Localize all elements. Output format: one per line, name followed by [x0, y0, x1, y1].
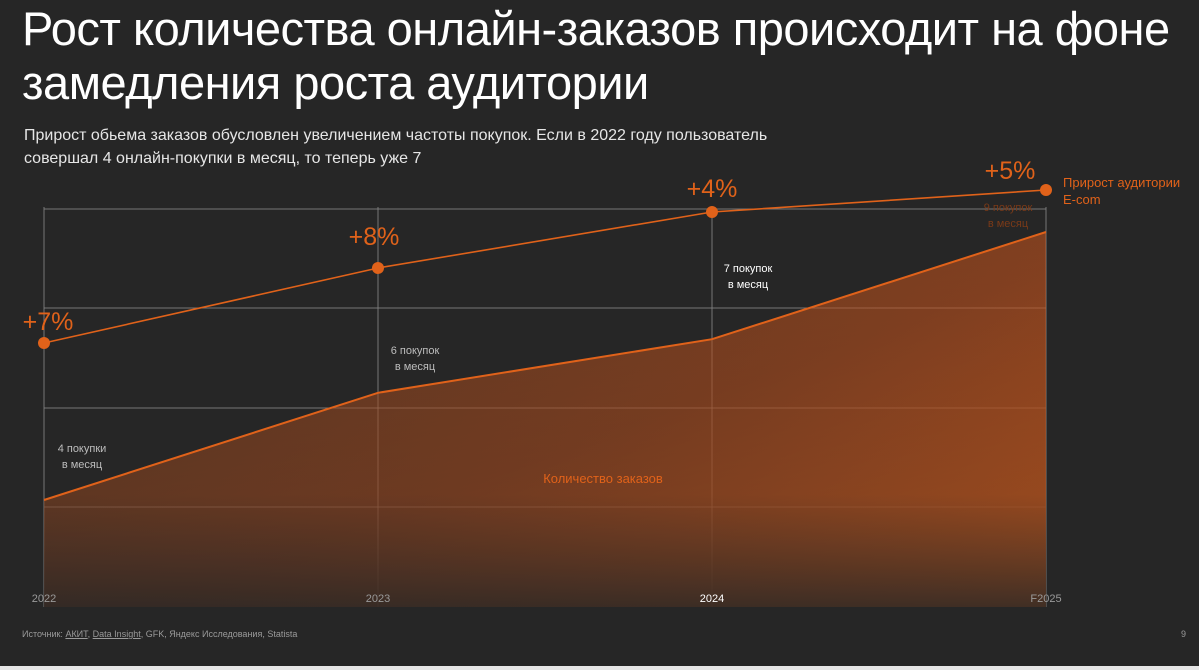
audience-point — [1040, 184, 1052, 196]
source-link-akit[interactable]: АКИТ — [65, 629, 88, 639]
orders-area-label: Количество заказов — [543, 471, 663, 486]
orders-line — [43, 231, 1047, 501]
source-link-data-insight[interactable]: Data Insight — [92, 629, 141, 639]
page-subtitle: Прирост обьема заказов обусловлен увелич… — [24, 127, 768, 167]
source-footnote: Источник: АКИТ, Data Insight, GFK, Яндек… — [22, 629, 297, 639]
audience-series-label: Прирост аудитории — [1063, 175, 1180, 190]
orders-area-fade — [44, 232, 1046, 607]
x-tick-label: 2023 — [366, 593, 390, 605]
orders-point-label: 6 покупок в месяц — [391, 345, 440, 373]
audience-line — [43, 189, 1047, 344]
x-tick-label: 2024 — [700, 593, 724, 605]
audience-point-label: +5% — [985, 157, 1036, 185]
audience-point — [706, 206, 718, 218]
audience-point-label: +7% — [23, 308, 74, 336]
page-number: 9 — [1181, 629, 1187, 639]
bottom-edge — [0, 666, 1199, 670]
x-tick-label: 2022 — [32, 593, 56, 605]
source-prefix: Источник: — [22, 629, 66, 639]
source-separator: , — [87, 629, 93, 639]
x-tick-label: F2025 — [1030, 593, 1061, 605]
audience-point — [372, 262, 384, 274]
source-rest: , GFK, Яндекс Исследования, Statista — [140, 629, 298, 639]
audience-series-label: E-com — [1063, 192, 1101, 207]
audience-point-label: +4% — [687, 175, 738, 203]
page-title: Рост количества онлайн-заказов происходи… — [22, 2, 1170, 109]
orders-point-label: 7 покупок в месяц — [724, 263, 773, 291]
audience-point — [38, 337, 50, 349]
audience-point-label: +8% — [349, 223, 400, 251]
orders-point-label: 4 покупки в месяц — [58, 443, 107, 471]
orders-point-label: 9 покупок в месяц — [984, 202, 1033, 230]
